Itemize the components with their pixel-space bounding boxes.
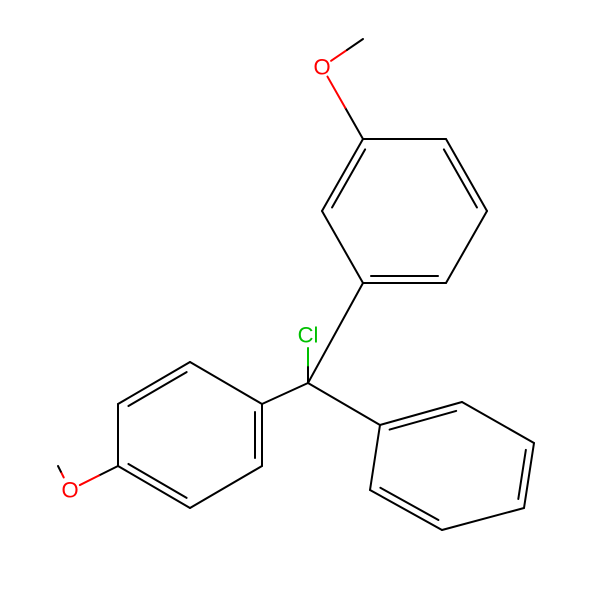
bond (128, 372, 186, 406)
atom-label-o: O (61, 478, 78, 503)
bond (128, 464, 186, 498)
atom-label-cl: Cl (298, 323, 319, 348)
bond (80, 476, 99, 486)
bond (327, 77, 345, 108)
bond (442, 508, 524, 530)
bond (322, 211, 363, 283)
bond (190, 466, 262, 508)
bond (262, 383, 308, 404)
bond (446, 139, 487, 211)
bond (444, 149, 477, 207)
bond (332, 149, 365, 207)
bond (308, 383, 380, 425)
bond (380, 488, 438, 520)
bond (322, 139, 363, 211)
bond (462, 402, 534, 443)
bond (518, 450, 526, 499)
bond (118, 466, 190, 508)
bond (347, 39, 363, 50)
bond (446, 211, 487, 283)
bond (331, 50, 347, 61)
bond (190, 362, 262, 404)
molecule-diagram: Cl O O (0, 0, 614, 600)
bond (118, 362, 190, 404)
bond (370, 490, 442, 530)
bond (99, 466, 118, 476)
atom-label-o: O (313, 55, 330, 80)
bond (58, 466, 61, 472)
bond (370, 425, 380, 490)
bond (345, 108, 363, 139)
